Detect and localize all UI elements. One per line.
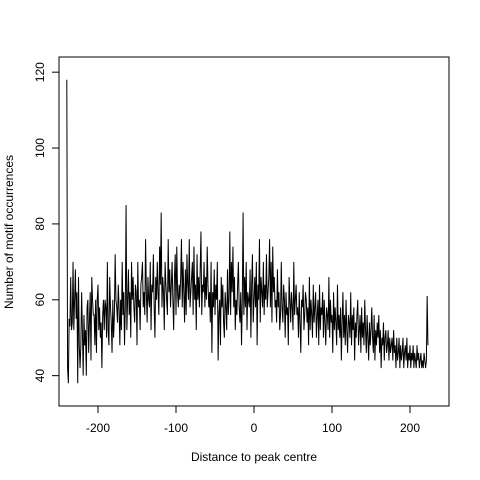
y-tick-label: 80	[33, 217, 47, 231]
y-tick-label: 40	[33, 369, 47, 383]
x-tick-label: 0	[251, 421, 258, 435]
series-line	[66, 79, 429, 384]
y-axis: 40 60 80 100 120	[33, 62, 60, 383]
x-tick-label: -200	[86, 421, 110, 435]
y-tick-label: 60	[33, 293, 47, 307]
x-tick-label: 100	[322, 421, 342, 435]
x-tick-label: 200	[400, 421, 420, 435]
y-tick-label: 100	[33, 138, 47, 158]
x-tick-label: -100	[164, 421, 188, 435]
x-axis: -200 -100 0 100 200	[86, 405, 420, 435]
x-axis-label: Distance to peak centre	[191, 450, 317, 464]
y-axis-label: Number of motif occurrences	[2, 155, 16, 309]
y-tick-label: 120	[33, 62, 47, 82]
